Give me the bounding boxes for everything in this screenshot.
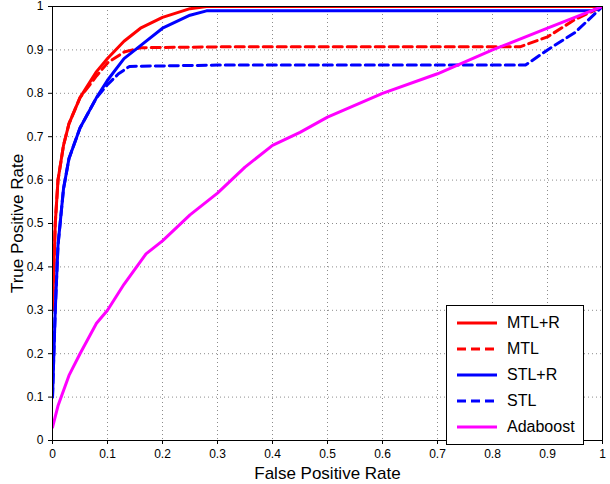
svg-text:1: 1 (37, 0, 44, 13)
svg-text:1: 1 (599, 447, 606, 461)
html-text:MTL: MTL (507, 340, 539, 357)
svg-text:0.8: 0.8 (27, 86, 44, 100)
svg-text:True Positive Rate: True Positive Rate (8, 154, 27, 293)
svg-text:False Positive Rate: False Positive Rate (254, 464, 400, 483)
svg-text:0.3: 0.3 (27, 303, 44, 317)
html-text:MTL+R: MTL+R (507, 314, 560, 331)
svg-text:0.2: 0.2 (154, 447, 171, 461)
html-text:STL: STL (507, 392, 537, 409)
svg-text:0.7: 0.7 (27, 130, 44, 144)
svg-text:0.4: 0.4 (264, 447, 281, 461)
svg-text:0.7: 0.7 (429, 447, 446, 461)
svg-text:0.3: 0.3 (209, 447, 226, 461)
svg-text:0.6: 0.6 (374, 447, 391, 461)
html-text:Adaboost: Adaboost (507, 418, 575, 435)
svg-text:0: 0 (37, 433, 44, 447)
svg-text:0.9: 0.9 (539, 447, 556, 461)
svg-text:0.5: 0.5 (319, 447, 336, 461)
svg-text:0.6: 0.6 (27, 173, 44, 187)
svg-text:0.5: 0.5 (27, 216, 44, 230)
svg-text:0.8: 0.8 (484, 447, 501, 461)
svg-text:0.2: 0.2 (27, 347, 44, 361)
svg-text:0: 0 (49, 447, 56, 461)
svg-text:0.4: 0.4 (27, 260, 44, 274)
svg-text:0.1: 0.1 (27, 390, 44, 404)
html-text:STL+R: STL+R (507, 366, 558, 383)
svg-text:0.1: 0.1 (99, 447, 116, 461)
svg-text:0.9: 0.9 (27, 43, 44, 57)
